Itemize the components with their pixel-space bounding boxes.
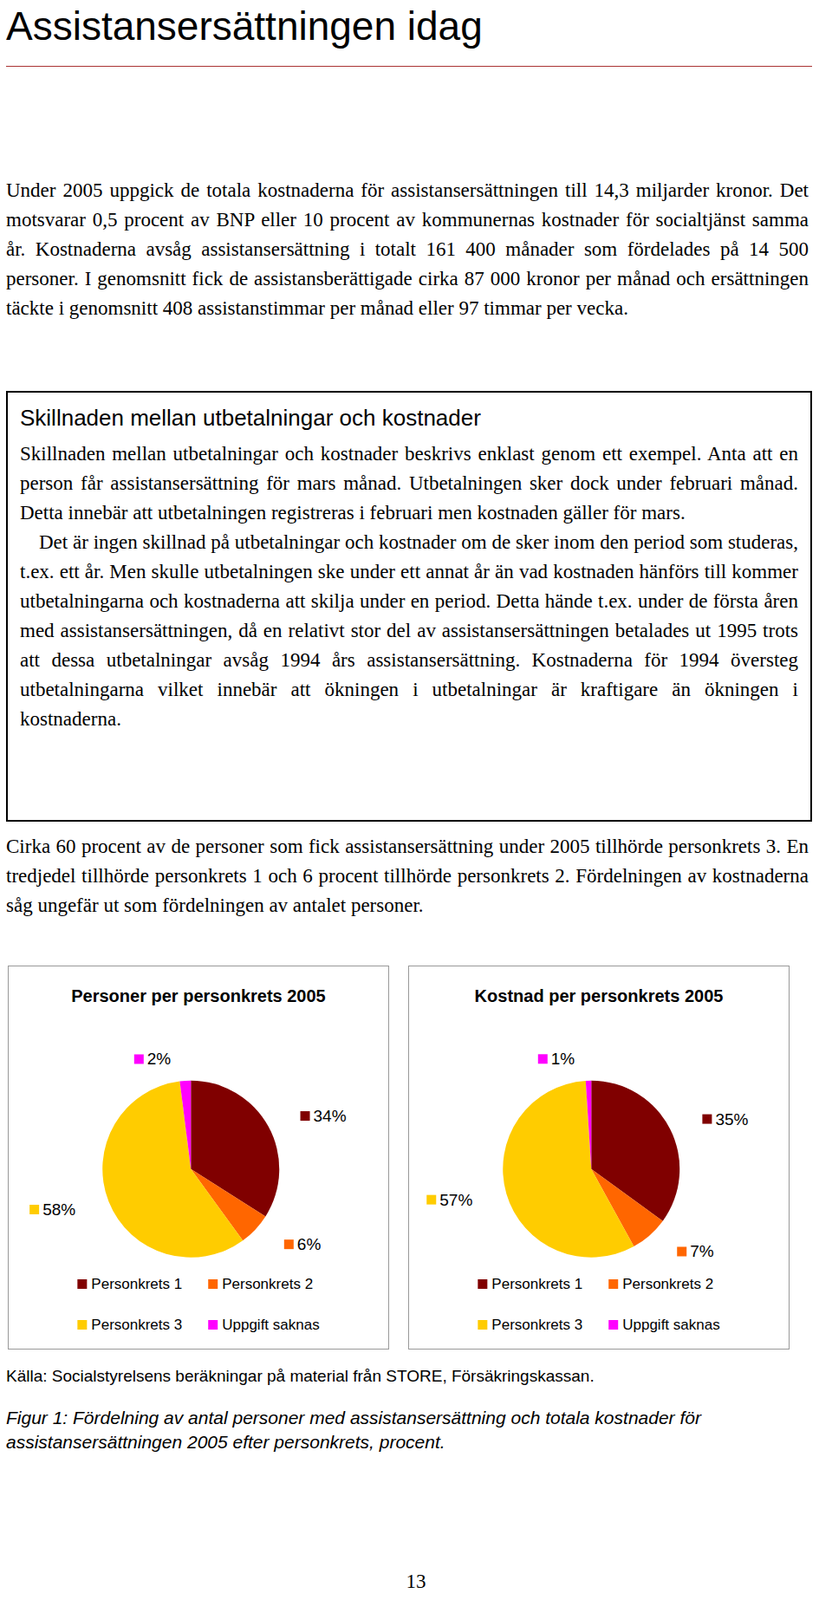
svg-text:Personkrets 1: Personkrets 1 xyxy=(491,1275,583,1293)
svg-text:Personkrets 2: Personkrets 2 xyxy=(622,1275,714,1293)
svg-text:Personkrets 3: Personkrets 3 xyxy=(91,1316,182,1333)
html-text:Skillnaden mellan utbetalninga: Skillnaden mellan utbetalningar och kost… xyxy=(19,442,799,524)
svg-text:Kostnad per personkrets 2005: Kostnad per personkrets 2005 xyxy=(474,986,724,1006)
svg-text:34%: 34% xyxy=(313,1106,347,1125)
html-text:Det är ingen skillnad på utbet: Det är ingen skillnad på utbetalningar o… xyxy=(19,531,799,730)
svg-text:57%: 57% xyxy=(439,1190,473,1209)
svg-text:2%: 2% xyxy=(147,1049,172,1068)
html-text:13: 13 xyxy=(406,1570,426,1593)
svg-text:Personkrets 2: Personkrets 2 xyxy=(221,1275,313,1293)
svg-text:Uppgift saknas: Uppgift saknas xyxy=(221,1316,319,1333)
html-text:Under 2005 uppgick de totala k: Under 2005 uppgick de totala kostnaderna… xyxy=(6,179,809,319)
svg-text:Personkrets 1: Personkrets 1 xyxy=(91,1275,182,1293)
html-text:Skillnaden mellan utbetalninga: Skillnaden mellan utbetalningar och kost… xyxy=(19,404,481,431)
svg-text:35%: 35% xyxy=(715,1110,748,1129)
svg-text:Uppgift saknas: Uppgift saknas xyxy=(622,1316,720,1333)
html-text:Cirka 60 procent av de persone: Cirka 60 procent av de personer som fick… xyxy=(6,835,809,917)
svg-text:Personer per personkrets 2005: Personer per personkrets 2005 xyxy=(71,986,326,1006)
svg-text:Personkrets 3: Personkrets 3 xyxy=(491,1316,583,1333)
svg-text:6%: 6% xyxy=(297,1235,322,1254)
html-text:Figur 1: Fördelning av antal p: Figur 1: Fördelning av antal personer me… xyxy=(6,1407,702,1452)
svg-text:1%: 1% xyxy=(551,1049,576,1068)
svg-text:58%: 58% xyxy=(42,1200,76,1219)
html-text:Källa: Socialstyrelsens beräkn: Källa: Socialstyrelsens beräkningar på m… xyxy=(6,1366,595,1385)
html-text:Assistansersättningen idag: Assistansersättningen idag xyxy=(6,3,483,49)
svg-text:7%: 7% xyxy=(689,1241,715,1261)
